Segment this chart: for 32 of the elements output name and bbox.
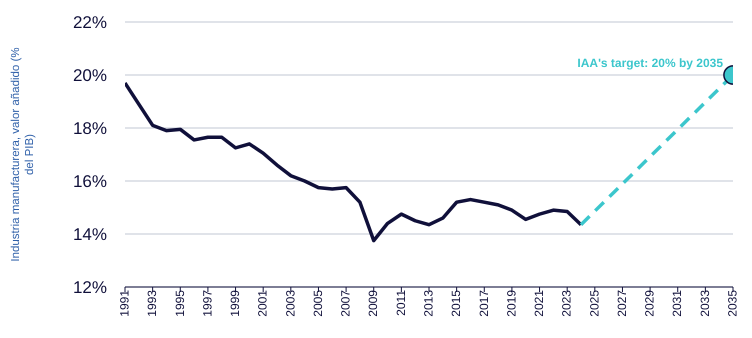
y-tick-label: 22%	[72, 13, 107, 32]
x-tick-label: 2035	[726, 290, 740, 317]
x-tick-label: 2023	[560, 290, 574, 317]
y-tick-label: 16%	[72, 172, 107, 192]
x-tick-label: 2031	[670, 290, 684, 317]
x-tick-label: 2003	[283, 290, 298, 317]
y-tick-label: 20%	[72, 66, 107, 86]
x-tick-label: 1999	[228, 290, 242, 317]
line-series	[125, 81, 583, 242]
x-tick-label: 2033	[698, 290, 712, 317]
x-tick-label: 1991	[118, 290, 132, 317]
y-tick-label: 12%	[72, 278, 107, 298]
x-tick-label: 1995	[172, 290, 187, 317]
x-tick-label: 1997	[200, 290, 214, 317]
annotation: IAA's target: 20% by 2035	[577, 56, 724, 70]
y-tick-label: 14%	[72, 225, 107, 244]
x-tick-label: 2007	[338, 290, 353, 317]
y-tick-label: 18%	[72, 119, 107, 138]
x-tick-label: 2027	[614, 290, 629, 317]
y-axis-title: Industria manufacturera, valor añadido (% del PIB)	[10, 47, 36, 262]
x-tick-label: 2025	[587, 290, 602, 317]
x-tick-label: 2011	[394, 290, 408, 316]
x-tick-label: 2029	[642, 290, 657, 317]
x-tick-label: 2013	[422, 290, 436, 317]
x-tick-label: 2017	[476, 290, 491, 317]
x-tick-label: 2009	[366, 290, 380, 317]
x-tick-label: 1993	[145, 290, 160, 317]
x-tick-label: 2021	[532, 290, 546, 317]
x-tick-label: 2001	[256, 290, 270, 317]
x-tick-label: 2015	[449, 290, 464, 317]
x-tick-label: 2005	[310, 290, 325, 317]
x-tick-label: 2019	[504, 290, 518, 317]
